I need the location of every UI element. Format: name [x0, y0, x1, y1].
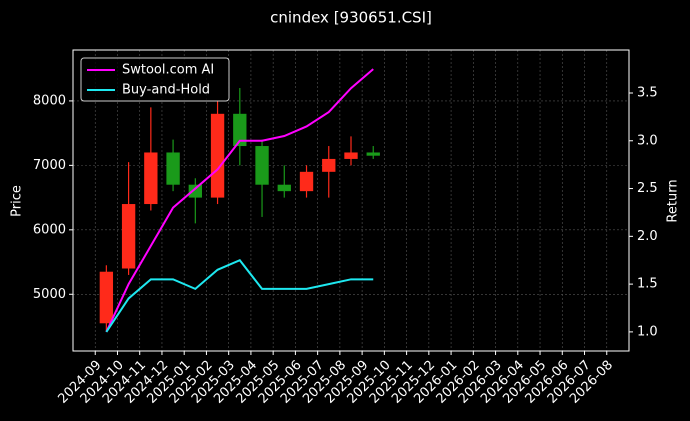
legend: Swtool.com AI Buy-and-Hold	[80, 57, 230, 102]
y-tick-label: 6000	[33, 222, 66, 237]
chart-title: cnindex [930651.CSI]	[270, 9, 432, 27]
legend-label: Buy-and-Hold	[122, 83, 210, 98]
return-line	[105, 258, 374, 333]
legend-box	[80, 57, 230, 102]
y-tick-label: 7000	[33, 158, 66, 173]
candle-body	[322, 158, 336, 172]
candle-body	[188, 184, 202, 198]
candle-body	[144, 152, 158, 205]
plot-frame	[72, 49, 630, 352]
candle-body	[299, 171, 314, 192]
candle-body	[121, 204, 136, 269]
candle-body	[255, 146, 269, 185]
candle-body	[277, 184, 291, 192]
y2-tick-label: 3.0	[637, 133, 658, 148]
y2-tick-label: 2.5	[637, 181, 658, 196]
y2-tick-label: 1.0	[637, 324, 658, 339]
candle-body	[344, 152, 358, 159]
candle-body	[210, 113, 225, 198]
y2-tick-label: 3.5	[637, 86, 658, 101]
y2-tick-label: 1.5	[637, 277, 658, 292]
candle-body	[233, 113, 247, 147]
candle-body	[99, 271, 114, 324]
y-tick-label: 8000	[33, 93, 66, 108]
y-tick-label: 5000	[33, 287, 66, 302]
candle-body	[366, 152, 380, 156]
y2-tick-label: 2.0	[637, 229, 658, 244]
y2-axis-label: Return	[666, 179, 681, 222]
candle-body	[166, 152, 180, 185]
y-axis-label: Price	[10, 185, 25, 217]
return-line	[105, 68, 374, 333]
legend-label: Swtool.com AI	[122, 63, 214, 78]
